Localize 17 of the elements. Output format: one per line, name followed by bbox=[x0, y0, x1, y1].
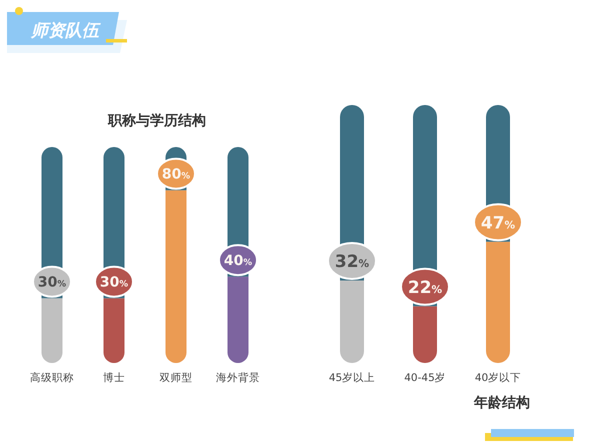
data-label: 32% bbox=[334, 252, 370, 272]
x-tick-label: 高级职称 bbox=[30, 371, 74, 384]
data-label: 30% bbox=[100, 274, 128, 291]
x-tick-label: 海外背景 bbox=[216, 371, 260, 384]
text: 年龄结构 bbox=[473, 395, 530, 411]
x-tick-label: 40岁以下 bbox=[474, 371, 522, 384]
data-label: 40% bbox=[224, 253, 252, 270]
x-tick-label: 40-45岁 bbox=[404, 372, 446, 384]
data-label: 47% bbox=[480, 213, 516, 234]
chart-title: 职称与学历结构 bbox=[107, 113, 206, 129]
data-label: 30% bbox=[38, 274, 66, 291]
data-label: 80% bbox=[162, 166, 190, 183]
x-tick-label: 45岁以上 bbox=[328, 371, 376, 384]
data-label: 22% bbox=[408, 278, 443, 298]
text: 师资队伍 bbox=[30, 21, 101, 41]
x-tick-label: 博士 bbox=[103, 371, 125, 384]
x-tick-label: 双师型 bbox=[160, 372, 192, 384]
